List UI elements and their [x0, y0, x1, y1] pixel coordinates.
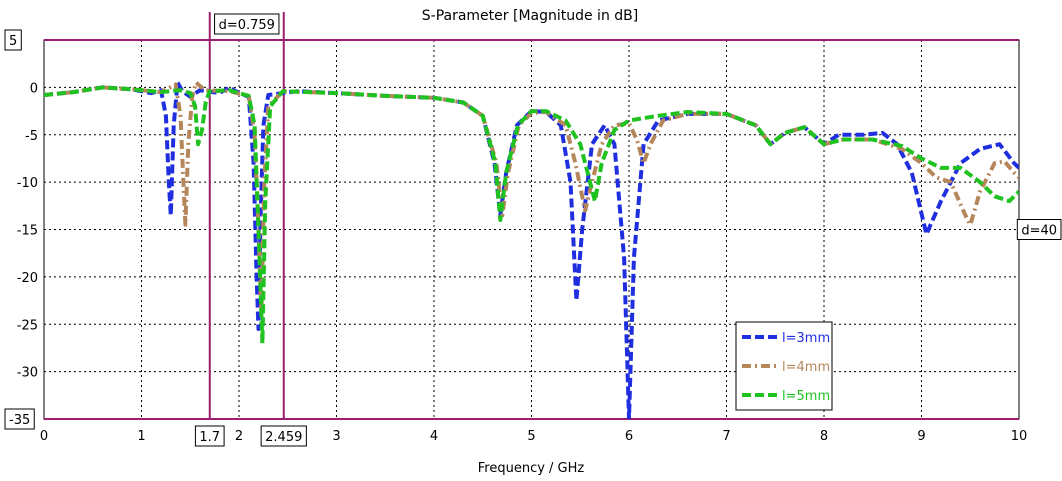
svg-text:1.7: 1.7 [199, 430, 220, 445]
x-tick-label: 9 [917, 429, 925, 444]
x-tick-label: 2 [235, 429, 243, 444]
marker-label-left: 1.7 [194, 425, 225, 447]
marker-delta-x: d=0.759 [214, 13, 280, 35]
legend-item-1: l=3mm [782, 331, 830, 346]
svg-text:d=0.759: d=0.759 [219, 18, 275, 33]
x-tick-label: 5 [527, 429, 535, 444]
y-tick-label: -5 [25, 129, 38, 144]
marker-delta-y: d=40 [1016, 219, 1062, 240]
marker-lines [44, 12, 1019, 420]
legend-item-3: l=5mm [782, 389, 830, 404]
y-tick-label: -30 [17, 366, 38, 381]
x-tick-label: 4 [430, 429, 438, 444]
marker-label-right: 2.459 [260, 425, 307, 447]
legend-item-2: l=4mm [782, 360, 830, 375]
marker-labels: 5 -35 1.7 2.459 d=0.759 d=40 [4, 13, 1062, 447]
chart-title: S-Parameter [Magnitude in dB] [422, 8, 638, 24]
x-tick-label: 10 [1011, 429, 1028, 444]
series-lines [44, 80, 1019, 419]
x-tick-label: 0 [40, 429, 48, 444]
y-tick-label: -10 [17, 176, 38, 191]
x-tick-label: 7 [722, 429, 730, 444]
marker-label-bottom: -35 [4, 408, 35, 430]
y-tick-label: -25 [17, 318, 38, 333]
marker-label-top: 5 [4, 29, 22, 51]
series-line-1 [44, 80, 1019, 419]
x-tick-label: 3 [332, 429, 340, 444]
x-tick-label: 6 [625, 429, 633, 444]
y-tick-label: 0 [30, 81, 38, 96]
svg-text:5: 5 [9, 34, 17, 49]
svg-text:-35: -35 [9, 413, 30, 428]
svg-text:d=40: d=40 [1021, 224, 1057, 239]
x-tick-label: 1 [137, 429, 145, 444]
y-axis-ticks: 0 -5 -10 -15 -20 -25 -30 [17, 81, 38, 380]
svg-text:2.459: 2.459 [265, 430, 302, 445]
y-tick-label: -20 [17, 271, 38, 286]
legend-box [735, 321, 833, 411]
x-tick-label: 8 [820, 429, 828, 444]
x-axis-label: Frequency / GHz [478, 461, 585, 476]
y-tick-label: -15 [17, 224, 38, 239]
legend[interactable]: l=3mm l=4mm l=5mm [735, 321, 833, 411]
x-axis-ticks: 0 1 2 3 4 5 6 7 8 9 10 [40, 429, 1027, 444]
